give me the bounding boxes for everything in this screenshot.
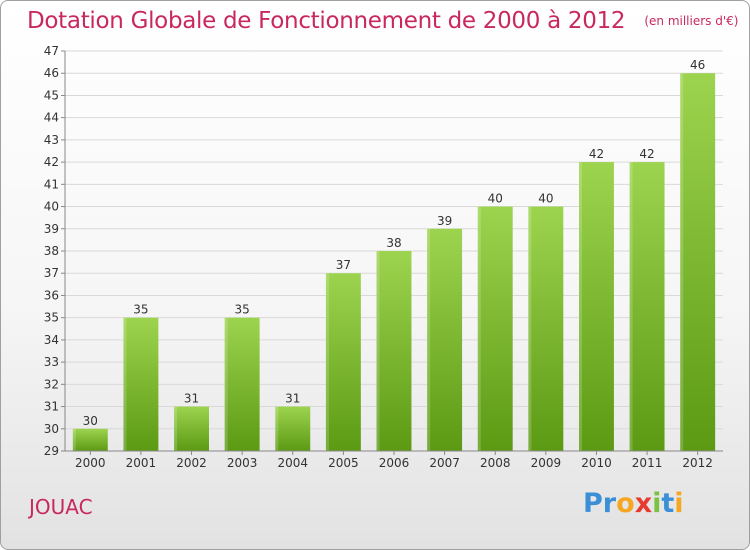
bar-2008 — [477, 206, 513, 451]
x-tick-label: 2011 — [632, 456, 663, 470]
x-tick-label: 2004 — [277, 456, 308, 470]
data-label: 31 — [184, 392, 199, 406]
bar-highlight — [376, 251, 380, 451]
y-tick-label: 36 — [44, 288, 59, 302]
x-tick-label: 2005 — [328, 456, 359, 470]
bar-highlight — [275, 406, 279, 451]
chart-subtitle: (en milliers d'€) — [644, 14, 739, 28]
logo-letter: i — [674, 488, 684, 519]
bar-2000 — [72, 428, 108, 451]
axis-layer: 29 30 31 32 33 34 35 36 37 38 39 40 41 42 43 44 45 46 47 20… — [44, 44, 723, 470]
logo-letter: x — [634, 488, 653, 519]
chart-title: Dotation Globale de Fonctionnement de 20… — [27, 8, 626, 34]
bar-highlight — [528, 206, 532, 451]
data-label: 42 — [639, 147, 654, 161]
y-tick-label: 47 — [44, 44, 59, 58]
x-tick-label: 2003 — [227, 456, 258, 470]
bar-highlight — [123, 317, 127, 451]
bar-2011 — [629, 162, 665, 451]
bar-highlight — [224, 317, 228, 451]
x-tick-label: 2012 — [682, 456, 713, 470]
x-tick-label: 2008 — [480, 456, 511, 470]
y-tick-label: 44 — [44, 111, 59, 125]
x-tick-label: 2001 — [126, 456, 157, 470]
bar-2005 — [325, 273, 361, 451]
bar-highlight — [578, 162, 582, 451]
data-label: 35 — [235, 303, 250, 317]
logo-letter: P — [583, 488, 603, 519]
label-layer: 30 35 31 35 31 37 38 39 40 40 42 42 46 — [83, 58, 706, 428]
bar-2009 — [528, 206, 564, 451]
x-tick-label: 2007 — [429, 456, 460, 470]
bar-2002 — [174, 406, 210, 451]
x-tick-label: 2006 — [379, 456, 410, 470]
logo-letter: i — [652, 488, 662, 519]
proxiti-logo[interactable]: Proxiti — [583, 488, 684, 519]
bar-highlight — [477, 206, 481, 451]
data-label: 46 — [690, 58, 705, 72]
bar-2010 — [578, 162, 614, 451]
x-tick-label: 2000 — [75, 456, 106, 470]
y-tick-label: 37 — [44, 266, 59, 280]
data-label: 40 — [488, 192, 503, 206]
data-label: 37 — [336, 258, 351, 272]
bar-highlight — [680, 73, 684, 451]
y-tick-label: 41 — [44, 177, 59, 191]
x-tick-label: 2010 — [581, 456, 612, 470]
data-label: 40 — [538, 192, 553, 206]
logo-letter: o — [616, 488, 635, 519]
title-row: Dotation Globale de Fonctionnement de 20… — [27, 8, 738, 34]
data-label: 42 — [589, 147, 604, 161]
y-tick-label: 30 — [44, 422, 59, 436]
y-tick-label: 35 — [44, 311, 59, 325]
data-label: 35 — [133, 303, 148, 317]
bar-highlight — [427, 228, 431, 451]
y-tick-label: 45 — [44, 88, 59, 102]
data-label: 30 — [83, 414, 98, 428]
y-tick-label: 31 — [44, 400, 59, 414]
bar-highlight — [629, 162, 633, 451]
y-tick-label: 42 — [44, 155, 59, 169]
logo-letter: t — [661, 488, 675, 519]
y-tick-label: 43 — [44, 133, 59, 147]
data-label: 38 — [386, 236, 401, 250]
bar-2006 — [376, 251, 412, 451]
y-tick-label: 34 — [44, 333, 59, 347]
y-tick-label: 38 — [44, 244, 59, 258]
logo-letter: r — [602, 488, 617, 519]
data-label: 39 — [437, 214, 452, 228]
bar-2007 — [427, 228, 463, 451]
bar-2001 — [123, 317, 159, 451]
bar-highlight — [325, 273, 329, 451]
city-name: JOUAC — [29, 495, 93, 519]
data-label: 31 — [285, 392, 300, 406]
x-tick-label: 2002 — [176, 456, 207, 470]
y-tick-label: 29 — [44, 444, 59, 458]
y-tick-label: 32 — [44, 377, 59, 391]
bar-2004 — [275, 406, 311, 451]
y-tick-label: 33 — [44, 355, 59, 369]
y-tick-label: 39 — [44, 222, 59, 236]
x-tick-label: 2009 — [531, 456, 562, 470]
bar-layer — [72, 73, 716, 451]
bar-2003 — [224, 317, 260, 451]
bar-highlight — [174, 406, 178, 451]
bar-2012 — [680, 73, 716, 451]
y-tick-label: 40 — [44, 200, 59, 214]
y-tick-label: 46 — [44, 66, 59, 80]
bar-highlight — [72, 428, 76, 451]
